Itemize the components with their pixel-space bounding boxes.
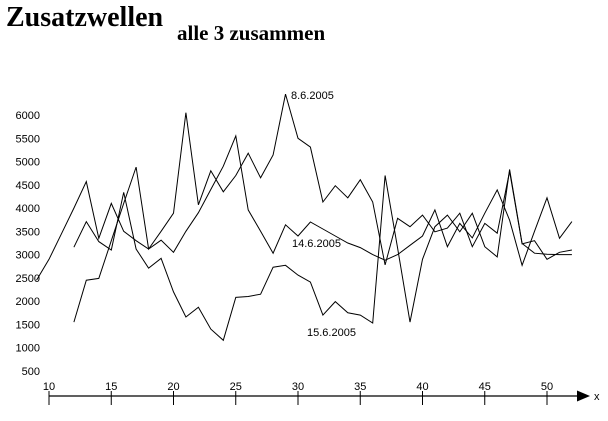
- x-tick-label: 25: [230, 381, 242, 393]
- y-tick-label: 5500: [16, 133, 40, 145]
- y-tick-label: 500: [22, 366, 40, 378]
- x-tick-label: 45: [479, 381, 491, 393]
- x-tick-label: 40: [416, 381, 428, 393]
- x-tick-label: 20: [167, 381, 179, 393]
- series-line-8-6-2005: [73, 93, 572, 323]
- x-axis-arrow-icon: [577, 390, 590, 402]
- chart-subtitle: alle 3 zusammen: [177, 21, 326, 45]
- y-tick-label: 4500: [16, 180, 40, 192]
- y-tick-label: 5000: [16, 157, 40, 169]
- y-tick-label: 3000: [16, 250, 40, 262]
- y-tick-label: 1000: [16, 343, 40, 355]
- y-tick-label: 2500: [16, 273, 40, 285]
- x-tick-label: 30: [292, 381, 304, 393]
- x-tick-label: 15: [105, 381, 117, 393]
- x-tick-label: 35: [354, 381, 366, 393]
- x-axis-name-label: x: [594, 391, 600, 403]
- series-line-14-6-2005: [36, 134, 573, 281]
- series-label-14-6-2005: 14.6.2005: [292, 238, 341, 250]
- x-tick-label: 50: [541, 381, 553, 393]
- series-line-15-6-2005: [73, 169, 572, 342]
- series-label-15-6-2005: 15.6.2005: [307, 327, 356, 339]
- chart-title: Zusatzwellen: [6, 2, 164, 33]
- series-label-8-6-2005: 8.6.2005: [291, 90, 334, 102]
- y-tick-label: 4000: [16, 203, 40, 215]
- y-tick-label: 6000: [16, 110, 40, 122]
- y-tick-label: 3500: [16, 226, 40, 238]
- x-tick-label: 10: [43, 381, 55, 393]
- y-tick-label: 1500: [16, 319, 40, 331]
- y-tick-label: 2000: [16, 296, 40, 308]
